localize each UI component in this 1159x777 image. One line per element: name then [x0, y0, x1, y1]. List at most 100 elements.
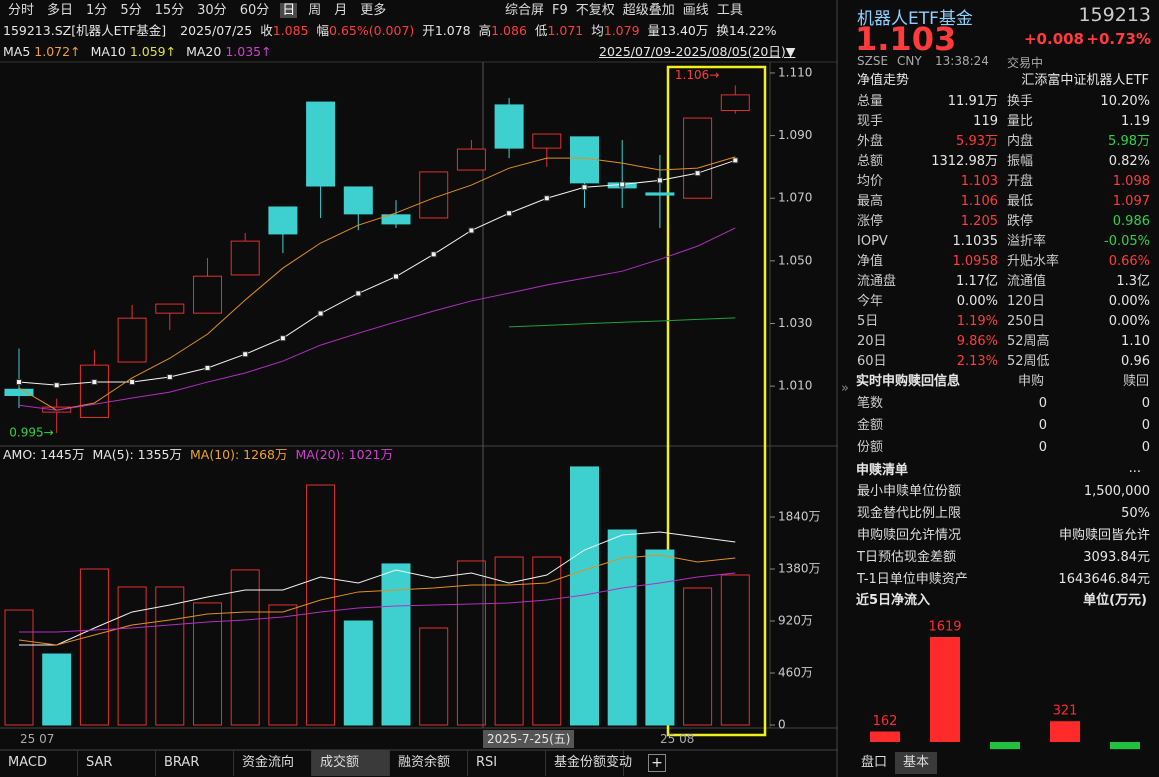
indicator-tab[interactable]: 资金流向 [234, 750, 312, 776]
row-label: 换手 [1007, 94, 1034, 109]
row-value: 0 [1141, 396, 1150, 411]
row-value: 1.19 [1121, 114, 1150, 129]
quote-value: 1.071 [547, 23, 584, 38]
collapse[interactable]: » [841, 381, 849, 396]
status: 交易中 [1007, 56, 1044, 70]
period-tab[interactable]: 60分 [239, 3, 270, 18]
row-value: -0.05% [1104, 234, 1150, 249]
ma-line [18, 159, 736, 386]
flow-bar [1110, 742, 1140, 750]
row-value: 0.66% [1108, 254, 1150, 269]
period-tab[interactable]: 30分 [197, 3, 227, 18]
y-tick-label: 1.090 [778, 128, 812, 142]
volume-legend-item: MA(20): 1021万 [295, 447, 394, 462]
tool-button[interactable]: 不复权 [575, 3, 615, 18]
indicator-tab[interactable]: RSI [468, 750, 546, 776]
period-tab[interactable]: 更多 [360, 3, 387, 18]
quote-line: 159213.SZ[机器人ETF基金] 2025/07/25 收1.085 幅0.65… [3, 22, 785, 40]
row-label: 开盘 [1007, 174, 1034, 189]
period-tab[interactable]: 15分 [154, 3, 185, 18]
period-tab[interactable]: 多日 [47, 3, 74, 18]
candle-body [79, 364, 109, 418]
row-label: 60日 [857, 354, 887, 369]
indicator-tab[interactable]: 融资余额 [390, 750, 468, 776]
tool-button[interactable]: 工具 [716, 3, 743, 18]
y-tick-label: 1.010 [778, 379, 812, 393]
quote-value: 1.085 [272, 23, 309, 38]
indicator-tab[interactable]: BRAR [156, 750, 234, 776]
candle-body [343, 186, 373, 215]
candle-body [683, 117, 713, 199]
row-value: 0.82% [1108, 154, 1150, 169]
ma-point [430, 251, 437, 258]
indicator-tab[interactable]: 基金份额变动 [546, 750, 632, 776]
tool-button[interactable]: 综合屏 [505, 3, 545, 18]
add-tab[interactable]: + [648, 754, 666, 772]
row-label: 笔数 [857, 396, 884, 411]
ma-point [91, 379, 98, 386]
period-tab[interactable]: 分时 [8, 3, 35, 18]
panel-tab[interactable]: 基本 [895, 752, 938, 774]
candle-body [532, 133, 562, 149]
row-value: 10.20% [1100, 94, 1150, 109]
period-tab[interactable]: 5分 [120, 3, 142, 18]
row-value: 申购赎回皆允许 [1058, 528, 1150, 543]
ma-value: 1.035↑ [225, 44, 272, 59]
candle-body [306, 101, 336, 187]
ma-point [204, 364, 211, 371]
row-value: 1.205 [960, 214, 998, 229]
row-value: 1312.98万 [931, 154, 998, 169]
y-tick-label: 0 [778, 718, 786, 732]
tool-button[interactable]: F9 [552, 3, 568, 18]
change: +0.008 [1023, 30, 1084, 48]
indicator-tabs: MACD SAR BRAR 资金流向 成交额 融资余额 RSI 基金份额变动 [0, 750, 632, 776]
volume-bar [193, 602, 222, 726]
row-value: 1.0958 [952, 254, 999, 269]
row-label: 量比 [1007, 114, 1034, 129]
change-pct: +0.73% [1086, 30, 1151, 48]
col-head: 赎回 [1122, 374, 1149, 389]
status: CNY [897, 54, 922, 68]
candle-body [456, 148, 486, 171]
ma-point [468, 227, 475, 234]
flow-bar [930, 637, 960, 742]
tool-bar: 综合屏 F9 不复权 超级叠加 画线 工具 [505, 2, 751, 20]
volume-bar [607, 529, 637, 726]
row-value: 1.19% [956, 314, 998, 329]
ma-point [619, 181, 626, 188]
ma-name: MA5 [3, 44, 31, 59]
row-value: 0.00% [956, 294, 998, 309]
status: 13:38:24 [935, 54, 989, 68]
candle-body [268, 206, 298, 235]
date-range[interactable]: 2025/07/09-2025/08/05(20日)▼ [599, 44, 796, 59]
indicator-tab[interactable]: MACD [0, 750, 78, 776]
ma-line [18, 554, 736, 646]
ma-point [581, 184, 588, 191]
row-value: 1.106 [960, 194, 998, 209]
period-tab[interactable]: 周 [308, 3, 322, 18]
panel-tab[interactable]: 盘口 [861, 755, 888, 770]
ma-point [694, 170, 701, 177]
row-value: 1.17亿 [956, 274, 998, 289]
code-name: 159213.SZ[机器人ETF基金] [3, 23, 167, 38]
period-tab[interactable]: 日 [280, 3, 298, 18]
indicator-tab[interactable]: 成交额 [312, 750, 390, 776]
x-label: 25 07 [20, 732, 55, 746]
row-value: 0.00% [1108, 294, 1150, 309]
row-label: 最低 [1007, 194, 1034, 209]
indicator-tab[interactable]: SAR [78, 750, 156, 776]
tool-button[interactable]: 画线 [682, 3, 709, 18]
row-value: 1.098 [1112, 174, 1150, 189]
row-label: 总量 [857, 94, 884, 109]
volume-bar [306, 484, 336, 726]
ma-point [317, 310, 324, 317]
tool-button[interactable]: 超级叠加 [622, 3, 675, 18]
period-tab[interactable]: 1分 [86, 3, 108, 18]
ma-point [355, 290, 362, 297]
row-value: 5.98万 [1108, 134, 1150, 149]
ma-line [19, 531, 736, 646]
y-tick-label: 1.030 [778, 316, 812, 330]
candle-body [494, 104, 524, 149]
period-tab[interactable]: 月 [334, 3, 348, 18]
row-label: 份额 [857, 440, 884, 455]
